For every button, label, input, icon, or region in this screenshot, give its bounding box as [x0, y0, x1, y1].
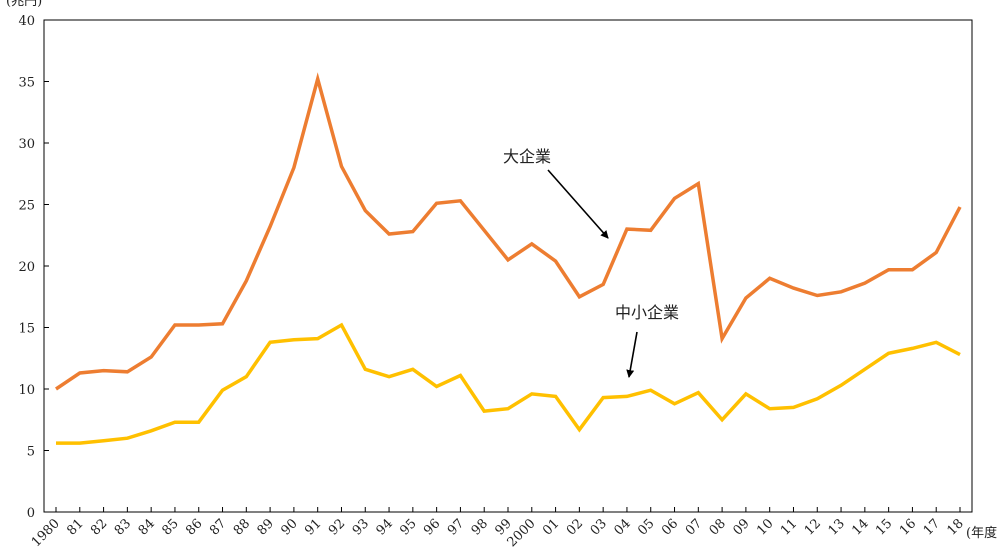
y-tick-label: 15 — [18, 322, 35, 337]
x-tick-label: 81 — [64, 516, 86, 538]
series-label-large-enterprise: 大企業 — [503, 147, 551, 166]
x-tick-label: 95 — [397, 516, 419, 538]
x-tick-label: 98 — [469, 516, 491, 538]
x-tick-label: 97 — [445, 516, 467, 538]
x-tick-label: 11 — [778, 516, 800, 538]
x-tick-label: 90 — [278, 516, 300, 538]
x-tick-label: 18 — [945, 516, 967, 538]
y-tick-label: 25 — [18, 199, 35, 214]
x-tick-label: 01 — [540, 516, 562, 538]
series-label-sme: 中小企業 — [615, 303, 679, 322]
x-tick-label: 02 — [564, 516, 586, 538]
x-tick-label: 89 — [255, 516, 277, 538]
y-tick-label: 20 — [18, 260, 35, 275]
annotation-arrow-sme — [626, 331, 638, 378]
x-tick-label: 93 — [350, 516, 372, 538]
x-tick-label: 04 — [611, 516, 633, 538]
x-tick-label: 08 — [707, 516, 729, 538]
x-tick-label: 84 — [136, 516, 158, 538]
x-tick-label: 87 — [207, 516, 229, 538]
x-tick-label: 15 — [873, 516, 895, 538]
x-tick-label: 16 — [897, 516, 919, 538]
y-tick-label: 30 — [18, 137, 35, 152]
x-tick-label: 09 — [730, 516, 752, 538]
y-axis: 0 5 10 15 20 25 30 35 40 — [18, 14, 49, 521]
x-tick-label: 91 — [302, 516, 324, 538]
x-tick-label: 1980 — [29, 516, 63, 550]
x-tick-label: 94 — [374, 516, 396, 538]
x-tick-label: 05 — [635, 516, 657, 538]
x-tick-label: 14 — [849, 516, 871, 538]
x-tick-label: 03 — [588, 516, 610, 538]
y-tick-label: 35 — [18, 76, 35, 91]
x-tick-label: 83 — [112, 516, 134, 538]
x-tick-label: 85 — [159, 516, 181, 538]
annotation-arrow-large — [547, 169, 609, 239]
y-tick-label: 5 — [27, 445, 35, 460]
x-axis-unit-label: (年度) — [966, 525, 997, 541]
x-tick-label: 10 — [754, 516, 776, 538]
x-tick-label: 12 — [802, 516, 824, 538]
x-tick-label: 17 — [921, 516, 943, 538]
y-tick-label: 40 — [18, 14, 35, 29]
x-tick-label: 92 — [326, 516, 348, 538]
plot-area-frame — [43, 19, 973, 513]
x-tick-label: 06 — [659, 516, 681, 538]
x-tick-label: 13 — [826, 516, 848, 538]
x-tick-label: 07 — [683, 516, 705, 538]
series-line-sme — [56, 322, 961, 445]
x-tick-label: 86 — [183, 516, 205, 538]
x-tick-label: 96 — [421, 516, 443, 538]
x-tick-label: 88 — [231, 516, 253, 538]
x-tick-label: 82 — [88, 516, 110, 538]
y-axis-unit-label: (兆円) — [6, 0, 42, 9]
series-lines — [55, 72, 962, 445]
y-tick-label: 10 — [18, 383, 35, 398]
series-line-large-enterprise — [55, 72, 962, 391]
y-tick-label: 0 — [27, 506, 35, 521]
x-axis: 1980 81 82 83 84 85 86 87 88 89 90 91 92 93 94 95 96 97 98… — [29, 507, 967, 550]
x-tick-label: 2000 — [505, 516, 539, 550]
